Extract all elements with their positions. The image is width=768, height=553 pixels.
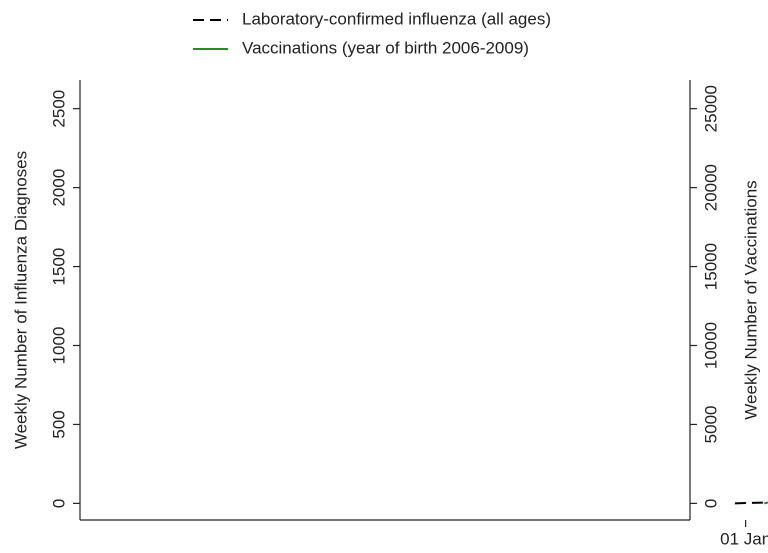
legend-label: Laboratory-confirmed influenza (all ages…: [242, 9, 551, 28]
y-tick-label: 1500: [49, 248, 68, 286]
y-tick-label: 2500: [49, 90, 68, 128]
x-tick-label: 01 Jan: [720, 529, 768, 548]
y-tick-label: 1000: [49, 327, 68, 365]
y-tick-label: 2000: [49, 169, 68, 207]
legend-label: Vaccinations (year of birth 2006-2009): [242, 38, 529, 57]
y2-tick-label: 5000: [701, 406, 720, 444]
y-axis-title: Weekly Number of Influenza Diagnoses: [11, 151, 30, 449]
series-line: [763, 501, 768, 505]
y2-tick-label: 20000: [701, 164, 720, 211]
y-tick-label: 0: [49, 499, 68, 508]
y2-axis-title: Weekly Number of Vaccinations: [741, 180, 760, 419]
y-tick-label: 500: [49, 410, 68, 438]
y2-tick-label: 0: [701, 499, 720, 508]
y2-tick-label: 25000: [701, 85, 720, 132]
y2-tick-label: 15000: [701, 243, 720, 290]
y2-tick-label: 10000: [701, 322, 720, 369]
